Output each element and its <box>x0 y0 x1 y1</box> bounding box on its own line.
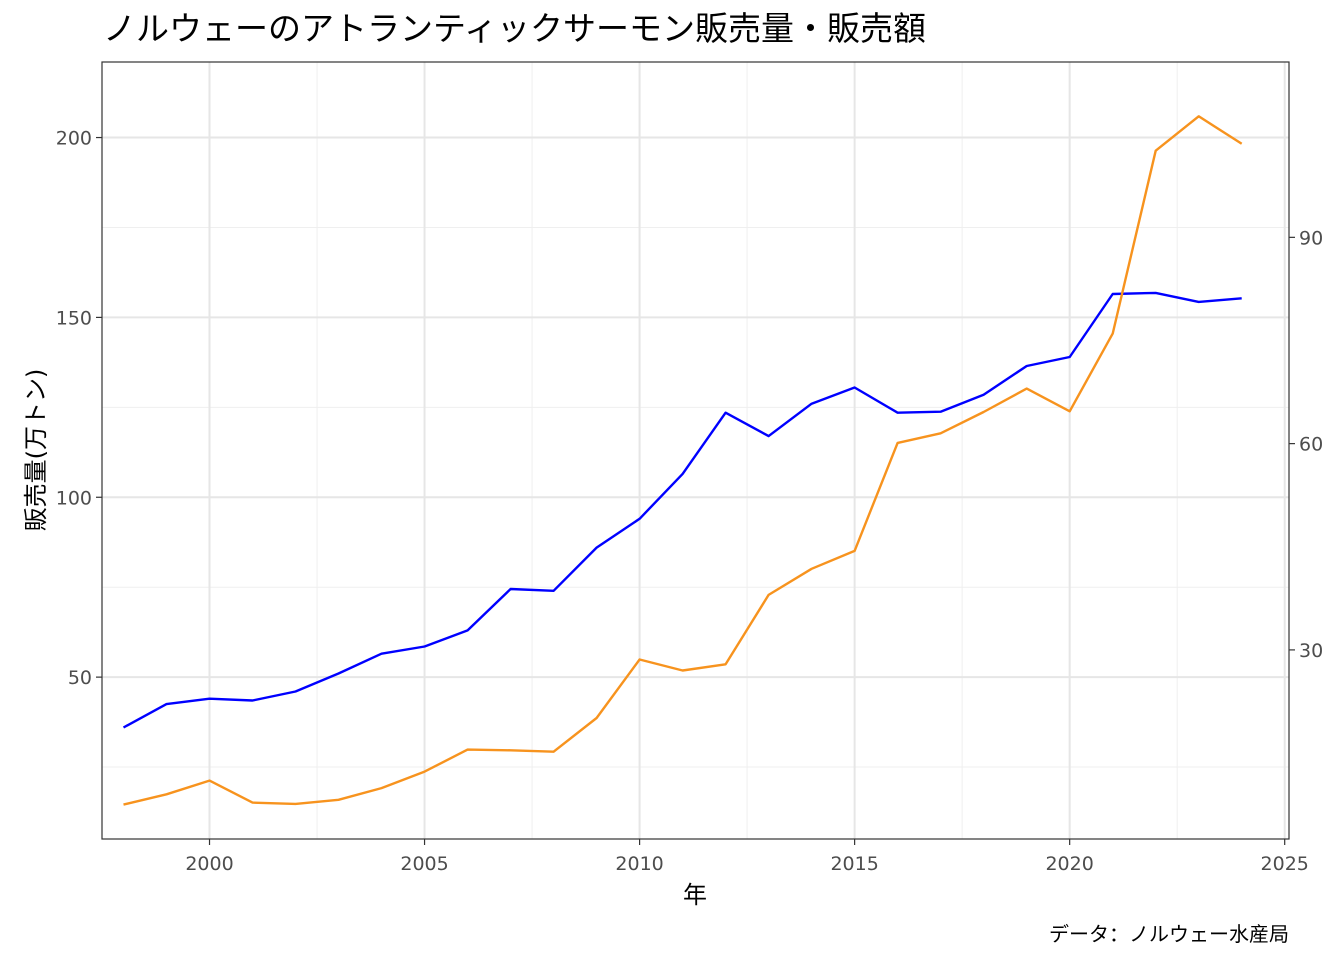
x-axis-title: 年 <box>683 881 707 909</box>
axis-ticks: 2000 2005 2010 2015 2020 2025 50 100 150 200 30 60 9… <box>56 128 1323 875</box>
y-tick-label: 200 <box>56 128 92 150</box>
x-tick-label: 2005 <box>400 853 448 875</box>
x-tick-label: 2000 <box>185 853 233 875</box>
chart-title: ノルウェーのアトランティックサーモン販売量・販売額 <box>103 9 926 48</box>
series-line-left <box>122 291 1242 729</box>
y2-tick-label: 90 <box>1299 227 1323 249</box>
x-tick-label: 2015 <box>830 853 878 875</box>
series-lines <box>122 115 1243 806</box>
x-tick-label: 2025 <box>1261 853 1309 875</box>
y-tick-label: 100 <box>56 487 92 509</box>
y-tick-label: 50 <box>68 667 92 689</box>
x-tick-label: 2010 <box>615 853 663 875</box>
caption: データ：ノルウェー水産局 <box>1049 922 1289 946</box>
y2-tick-label: 30 <box>1299 640 1323 662</box>
y2-tick-label: 60 <box>1299 434 1323 456</box>
series-line-right <box>123 115 1243 806</box>
grid <box>101 62 1289 839</box>
y-tick-label: 150 <box>56 307 92 329</box>
y-axis-title: 販売量(万トン) <box>22 369 50 532</box>
plot-panel <box>101 61 1290 840</box>
x-tick-label: 2020 <box>1045 853 1093 875</box>
